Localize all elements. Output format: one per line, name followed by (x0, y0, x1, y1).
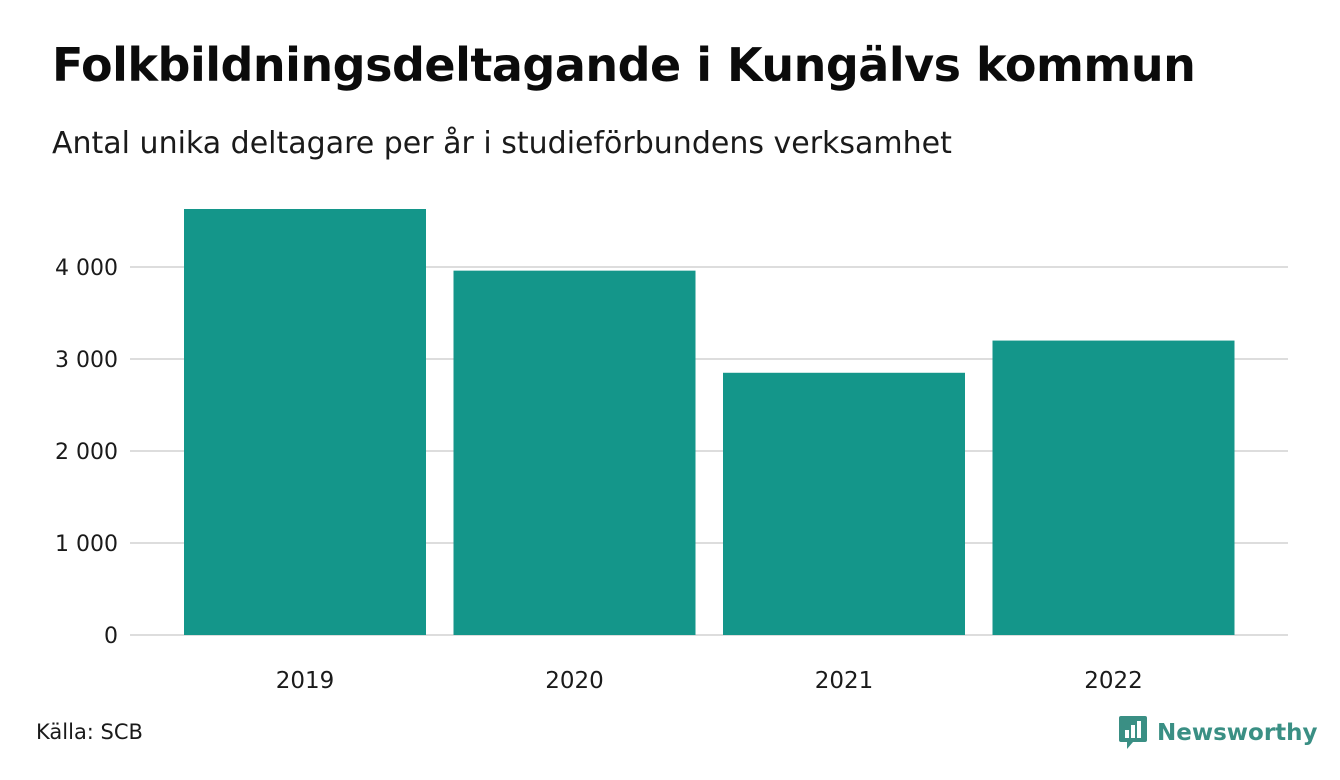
bar (453, 270, 696, 635)
bar (184, 209, 426, 635)
x-tick-label: 2021 (815, 668, 874, 694)
source-note: Källa: SCB (36, 720, 143, 744)
bar (992, 340, 1235, 635)
y-tick-label: 0 (104, 624, 118, 649)
x-tick-label: 2020 (545, 668, 604, 694)
chart-title: Folkbildningsdeltagande i Kungälvs kommu… (52, 38, 1196, 92)
y-tick-label: 2 000 (55, 440, 118, 465)
chart-subtitle: Antal unika deltagare per år i studieför… (52, 126, 952, 161)
y-tick-label: 3 000 (55, 348, 118, 373)
y-tick-label: 4 000 (55, 256, 118, 281)
bar (723, 372, 965, 635)
x-tick-label: 2019 (276, 668, 335, 694)
brand-logo: Newsworthy (1118, 713, 1318, 753)
y-tick-label: 1 000 (55, 532, 118, 557)
newsworthy-icon (1119, 716, 1147, 749)
brand-name: Newsworthy (1157, 720, 1318, 746)
x-tick-label: 2022 (1084, 668, 1143, 694)
